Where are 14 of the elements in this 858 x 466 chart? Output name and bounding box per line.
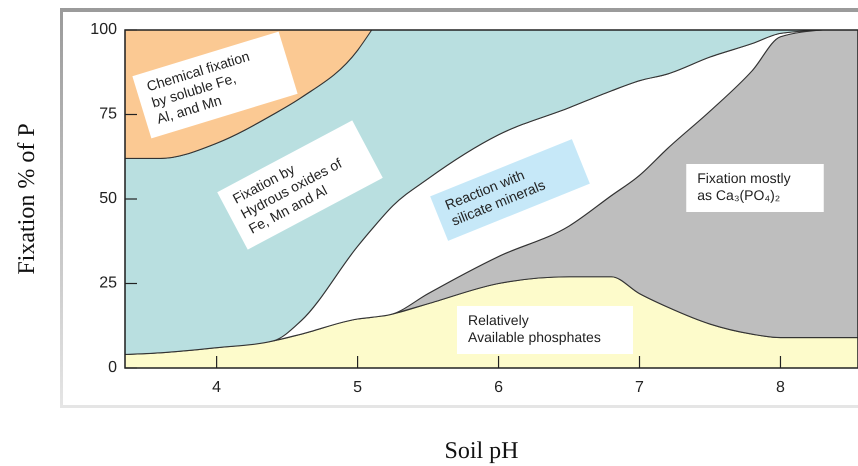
x-tick-label: 5 bbox=[353, 379, 362, 396]
x-tick-label: 4 bbox=[212, 379, 222, 396]
y-axis-title: Fixation % of P bbox=[14, 123, 40, 275]
x-tick-label: 8 bbox=[776, 379, 786, 396]
annotation: Relatively Available phosphates bbox=[468, 312, 601, 346]
x-tick-label: 7 bbox=[635, 379, 644, 396]
y-tick-label: 50 bbox=[99, 190, 118, 208]
y-tick-label: 100 bbox=[90, 21, 118, 38]
x-tick-label: 6 bbox=[494, 379, 504, 396]
y-tick-label: 75 bbox=[99, 106, 118, 123]
y-tick-label: 25 bbox=[99, 274, 118, 292]
annotation: Fixation mostly as Ca₃(PO₄)₂ bbox=[697, 170, 791, 204]
x-axis-title: Soil pH bbox=[444, 438, 519, 464]
y-tick-label: 0 bbox=[108, 359, 118, 376]
